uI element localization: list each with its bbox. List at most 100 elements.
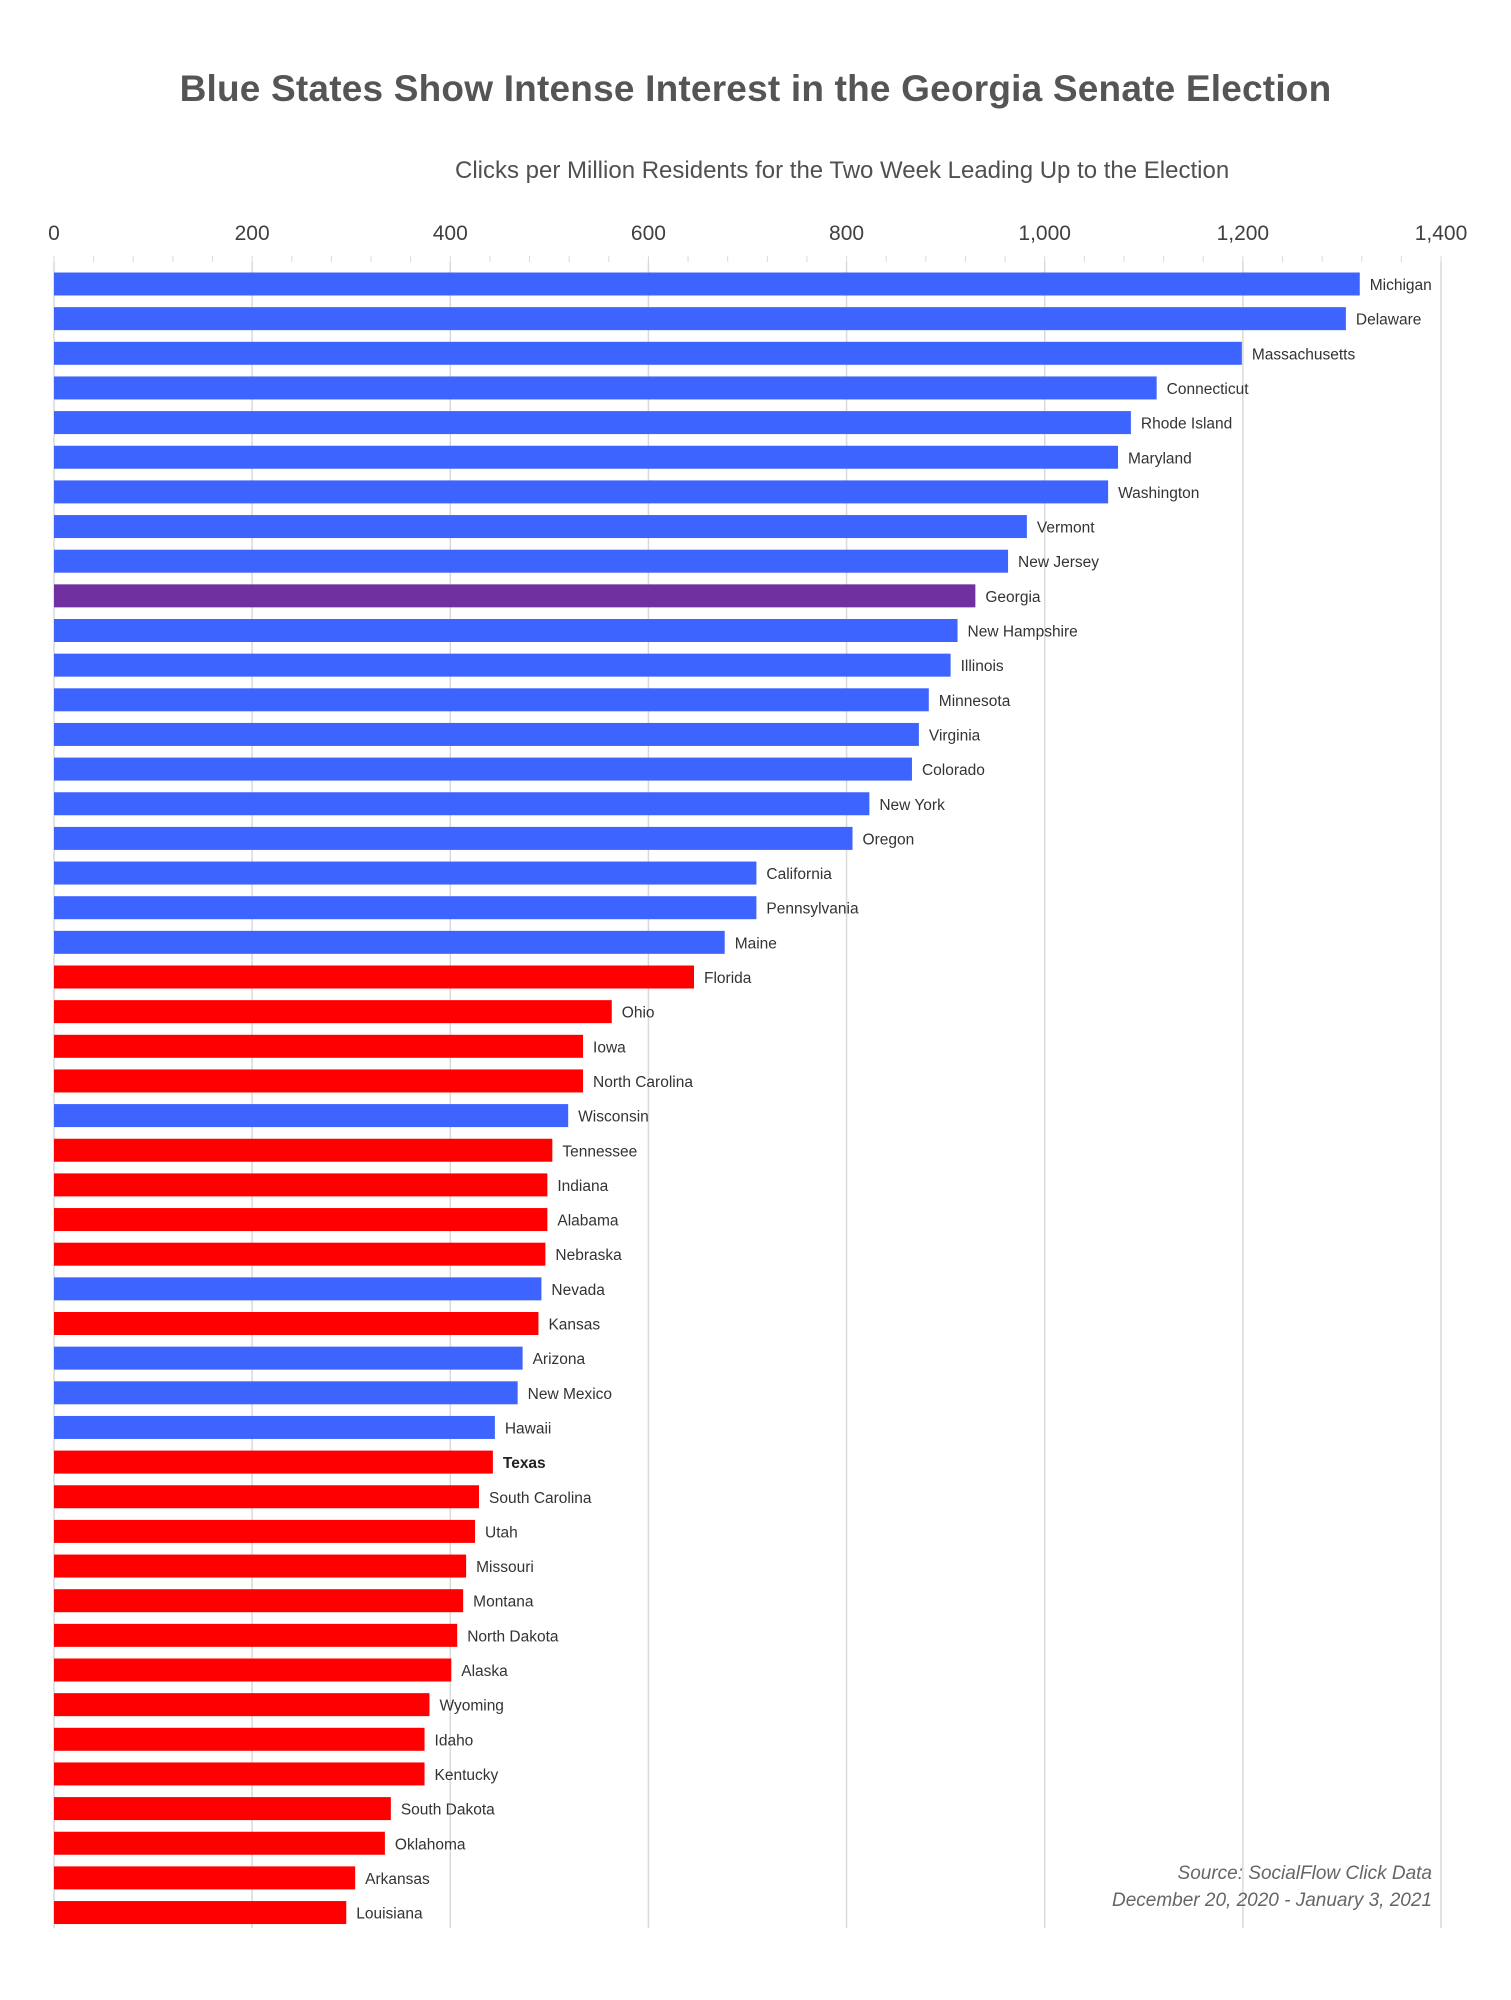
bar-label: Kansas	[548, 1317, 600, 1334]
bar-label: California	[766, 866, 832, 883]
bar-label: Delaware	[1356, 312, 1421, 329]
bar	[54, 1242, 546, 1266]
x-tick-label: 800	[829, 222, 864, 245]
bar-label: New Hampshire	[968, 624, 1078, 641]
bar-label: Indiana	[557, 1178, 608, 1195]
bar	[54, 272, 1360, 296]
x-tick-label: 400	[433, 222, 468, 245]
bar	[54, 1554, 467, 1578]
bar-label: Texas	[503, 1455, 546, 1472]
bar-label: Tennessee	[562, 1143, 637, 1160]
bar	[54, 1485, 480, 1509]
gridlines	[53, 262, 1442, 1928]
bar-label: Illinois	[961, 658, 1004, 675]
x-axis-ticks: 0 200 400 600 800 1,000 1,200 1,400	[48, 222, 1467, 262]
bar-label: Vermont	[1037, 520, 1095, 537]
bar-label: New York	[879, 797, 945, 814]
bar-label: Missouri	[476, 1559, 534, 1576]
bar	[54, 1208, 548, 1232]
source-note: Source: SocialFlow Click Data December 2…	[1112, 1860, 1432, 1914]
bar-label: Michigan	[1370, 277, 1432, 294]
bar	[54, 1312, 539, 1335]
bar	[54, 1346, 523, 1370]
bar-label: Florida	[704, 970, 752, 987]
bar	[54, 411, 1131, 435]
bar	[54, 1797, 391, 1821]
bar	[54, 1727, 425, 1751]
bar-label: Kentucky	[435, 1767, 499, 1784]
bar-label: Arkansas	[365, 1871, 430, 1888]
bar	[54, 445, 1119, 469]
chart-subtitle: Clicks per Million Residents for the Two…	[455, 157, 1230, 184]
bar	[54, 307, 1346, 331]
bar-label: New Mexico	[528, 1386, 612, 1403]
bar	[54, 1450, 493, 1474]
bar-label: Hawaii	[505, 1420, 552, 1437]
chart-title: Blue States Show Intense Interest in the…	[179, 68, 1332, 109]
bar	[54, 930, 725, 954]
x-tick-label: 0	[48, 222, 60, 245]
bar-label: Colorado	[922, 762, 985, 779]
bar-label: Montana	[473, 1594, 534, 1611]
bar	[54, 1069, 584, 1093]
bar	[54, 896, 757, 920]
bar	[54, 792, 870, 816]
bar-label: Rhode Island	[1141, 416, 1232, 433]
bar	[54, 1589, 464, 1613]
source-line: Source: SocialFlow Click Data	[1177, 1863, 1432, 1884]
bar-label: North Dakota	[467, 1628, 559, 1645]
bar	[54, 1519, 476, 1543]
bar	[54, 757, 912, 781]
bar-label: Alaska	[461, 1663, 508, 1680]
x-tick-label: 1,200	[1217, 222, 1270, 245]
bar	[54, 1623, 458, 1647]
bar-label: Maine	[735, 935, 777, 952]
bar-label: South Dakota	[401, 1802, 495, 1819]
bar	[54, 515, 1027, 539]
bar	[54, 1901, 347, 1925]
bar-label: New Jersey	[1018, 554, 1099, 571]
bar	[54, 584, 976, 608]
x-tick-label: 200	[235, 222, 270, 245]
bar-label: South Carolina	[489, 1490, 592, 1507]
bar	[54, 619, 958, 642]
bar	[54, 688, 929, 712]
bar-label: Nebraska	[555, 1247, 622, 1264]
bar-label: Oklahoma	[395, 1836, 466, 1853]
bar-label: Connecticut	[1167, 381, 1250, 398]
bar	[54, 1762, 425, 1786]
bar	[54, 1277, 542, 1301]
bar-label: Idaho	[435, 1732, 474, 1749]
bar-label: Washington	[1118, 485, 1199, 502]
bar-label: Arizona	[533, 1351, 586, 1368]
bar	[54, 1415, 495, 1439]
bar	[54, 1866, 356, 1890]
bar-label: Pennsylvania	[766, 901, 859, 918]
bars	[54, 272, 1360, 1925]
bar	[54, 1000, 612, 1024]
x-tick-label: 1,000	[1018, 222, 1071, 245]
bar-label: Wyoming	[439, 1698, 503, 1715]
bar	[54, 1381, 518, 1405]
bar	[54, 1173, 548, 1197]
bar	[54, 480, 1109, 504]
bar-label: Wisconsin	[578, 1109, 649, 1126]
bar-label: Louisiana	[356, 1906, 423, 1923]
bar-label: Nevada	[551, 1282, 605, 1299]
bar	[54, 341, 1242, 365]
bar-label: Virginia	[929, 727, 981, 744]
bar	[54, 653, 951, 677]
bar	[54, 1658, 452, 1682]
bar	[54, 722, 919, 746]
bar	[54, 549, 1009, 573]
bar-label: Georgia	[985, 589, 1041, 606]
x-tick-label: 600	[631, 222, 666, 245]
bar-label: Massachusetts	[1252, 346, 1356, 363]
bar-label: Oregon	[863, 831, 915, 848]
bar	[54, 1693, 430, 1717]
bar-label: Utah	[485, 1524, 518, 1541]
bar-label: Alabama	[557, 1213, 619, 1230]
bar	[54, 376, 1157, 400]
